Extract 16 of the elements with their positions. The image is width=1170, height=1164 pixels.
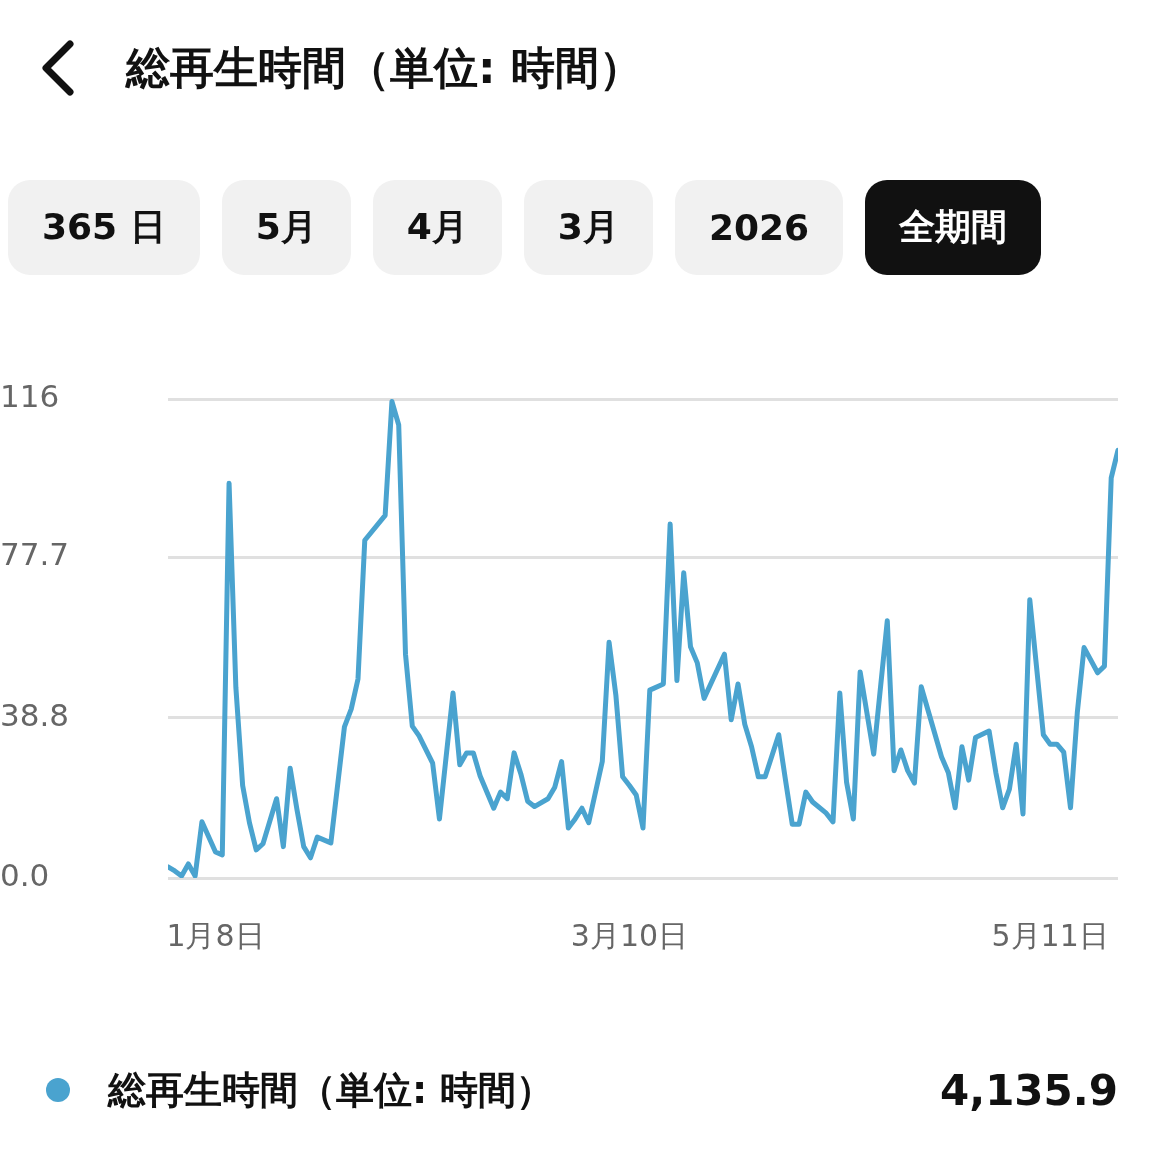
text: 全期間 [865,180,1042,275]
text: 365 日 [8,180,200,275]
text: 5月 [221,180,351,275]
chart-title: 総再生時間（単位: 時間） [126,40,643,95]
y-tick-label: 0.0 [0,857,50,894]
text: 2026 [674,180,844,275]
text: 4月 [372,180,502,275]
x-tick-label: 3月10日 [570,917,689,953]
text: 4,135.9 [939,1065,1118,1115]
x-tick-label: 1月8日 [166,917,265,953]
y-tick-label: 38.8 [0,696,70,733]
text: 3月 [523,180,653,275]
y-tick-label: 77.7 [0,536,70,573]
y-tick-label: 116 [0,378,60,415]
legend-label: 総再生時間（単位: 時間） [108,1066,555,1114]
x-tick-label: 5月11日 [991,917,1109,953]
